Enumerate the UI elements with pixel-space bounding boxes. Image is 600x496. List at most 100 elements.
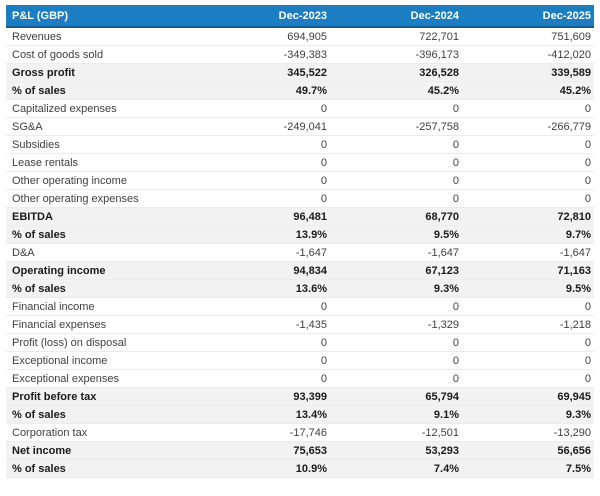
row-label: Cost of goods sold — [6, 45, 198, 64]
cell-value: -1,647 — [462, 243, 594, 262]
cell-value: 339,589 — [462, 63, 594, 82]
row-label: Other operating expenses — [6, 189, 198, 208]
table-row: Financial expenses -1,435 -1,329 -1,218 — [6, 315, 594, 334]
cell-value: 0 — [198, 135, 330, 154]
table-row: Exceptional expenses 0 0 0 — [6, 369, 594, 388]
row-label: Operating income — [6, 261, 198, 280]
row-label: Exceptional income — [6, 351, 198, 370]
cell-value: 9.7% — [462, 225, 594, 244]
cell-value: -257,758 — [330, 117, 462, 136]
pnl-table: P&L (GBP) Dec-2023 Dec-2024 Dec-2025 Rev… — [6, 5, 594, 478]
row-label: SG&A — [6, 117, 198, 136]
cell-value: -1,647 — [198, 243, 330, 262]
cell-value: 13.6% — [198, 279, 330, 298]
cell-value: 345,522 — [198, 63, 330, 82]
cell-value: 9.5% — [330, 225, 462, 244]
row-label: Profit before tax — [6, 387, 198, 406]
table-row: Financial income 0 0 0 — [6, 297, 594, 316]
table-row: Profit before tax 93,399 65,794 69,945 — [6, 387, 594, 406]
table-row: EBITDA 96,481 68,770 72,810 — [6, 207, 594, 226]
cell-value: 694,905 — [198, 27, 330, 46]
row-label: % of sales — [6, 459, 198, 478]
cell-value: 65,794 — [330, 387, 462, 406]
cell-value: 10.9% — [198, 459, 330, 478]
cell-value: 0 — [330, 297, 462, 316]
cell-value: 0 — [462, 333, 594, 352]
cell-value: 67,123 — [330, 261, 462, 280]
cell-value: -396,173 — [330, 45, 462, 64]
cell-value: 69,945 — [462, 387, 594, 406]
cell-value: 0 — [198, 153, 330, 172]
cell-value: 94,834 — [198, 261, 330, 280]
cell-value: 0 — [462, 369, 594, 388]
row-label: Revenues — [6, 27, 198, 46]
cell-value: 326,528 — [330, 63, 462, 82]
cell-value: 0 — [198, 351, 330, 370]
cell-value: -1,647 — [330, 243, 462, 262]
column-header-dec-2023: Dec-2023 — [198, 5, 330, 28]
cell-value: 0 — [330, 189, 462, 208]
table-row: % of sales 13.9% 9.5% 9.7% — [6, 225, 594, 244]
row-label: Capitalized expenses — [6, 99, 198, 118]
cell-value: 0 — [330, 333, 462, 352]
cell-value: 0 — [198, 297, 330, 316]
cell-value: -13,290 — [462, 423, 594, 442]
table-row: Exceptional income 0 0 0 — [6, 351, 594, 370]
cell-value: -249,041 — [198, 117, 330, 136]
cell-value: 0 — [330, 99, 462, 118]
cell-value: 722,701 — [330, 27, 462, 46]
table-row: % of sales 13.6% 9.3% 9.5% — [6, 279, 594, 298]
table-row: % of sales 13.4% 9.1% 9.3% — [6, 405, 594, 424]
cell-value: 0 — [330, 153, 462, 172]
cell-value: -1,435 — [198, 315, 330, 334]
cell-value: 0 — [330, 351, 462, 370]
cell-value: 93,399 — [198, 387, 330, 406]
table-row: D&A -1,647 -1,647 -1,647 — [6, 243, 594, 262]
cell-value: 9.3% — [462, 405, 594, 424]
table-header: P&L (GBP) Dec-2023 Dec-2024 Dec-2025 — [6, 5, 594, 28]
table-row: % of sales 49.7% 45.2% 45.2% — [6, 81, 594, 100]
cell-value: -349,383 — [198, 45, 330, 64]
cell-value: 75,653 — [198, 441, 330, 460]
cell-value: 56,656 — [462, 441, 594, 460]
table-row: Revenues 694,905 722,701 751,609 — [6, 27, 594, 46]
table-row: Corporation tax -17,746 -12,501 -13,290 — [6, 423, 594, 442]
cell-value: 0 — [462, 99, 594, 118]
cell-value: -17,746 — [198, 423, 330, 442]
cell-value: 49.7% — [198, 81, 330, 100]
row-label: % of sales — [6, 279, 198, 298]
column-header-dec-2024: Dec-2024 — [330, 5, 462, 28]
cell-value: 0 — [198, 333, 330, 352]
cell-value: 9.1% — [330, 405, 462, 424]
row-label: Net income — [6, 441, 198, 460]
cell-value: 0 — [462, 171, 594, 190]
cell-value: 0 — [330, 369, 462, 388]
cell-value: 9.5% — [462, 279, 594, 298]
cell-value: 9.3% — [330, 279, 462, 298]
table-row: Capitalized expenses 0 0 0 — [6, 99, 594, 118]
cell-value: -412,020 — [462, 45, 594, 64]
table-row: Lease rentals 0 0 0 — [6, 153, 594, 172]
cell-value: -12,501 — [330, 423, 462, 442]
cell-value: 68,770 — [330, 207, 462, 226]
row-label: Financial income — [6, 297, 198, 316]
row-label: % of sales — [6, 81, 198, 100]
cell-value: 7.4% — [330, 459, 462, 478]
cell-value: -266,779 — [462, 117, 594, 136]
row-label: D&A — [6, 243, 198, 262]
cell-value: 0 — [462, 153, 594, 172]
cell-value: 0 — [198, 99, 330, 118]
table-row: Profit (loss) on disposal 0 0 0 — [6, 333, 594, 352]
cell-value: 0 — [462, 297, 594, 316]
cell-value: 0 — [330, 171, 462, 190]
row-label: Corporation tax — [6, 423, 198, 442]
cell-value: -1,218 — [462, 315, 594, 334]
row-label: % of sales — [6, 225, 198, 244]
table-row: SG&A -249,041 -257,758 -266,779 — [6, 117, 594, 136]
row-label: Lease rentals — [6, 153, 198, 172]
cell-value: 0 — [462, 135, 594, 154]
table-body: Revenues 694,905 722,701 751,609 Cost of goo… — [6, 27, 594, 478]
row-label: Gross profit — [6, 63, 198, 82]
cell-value: 71,163 — [462, 261, 594, 280]
cell-value: 0 — [462, 351, 594, 370]
